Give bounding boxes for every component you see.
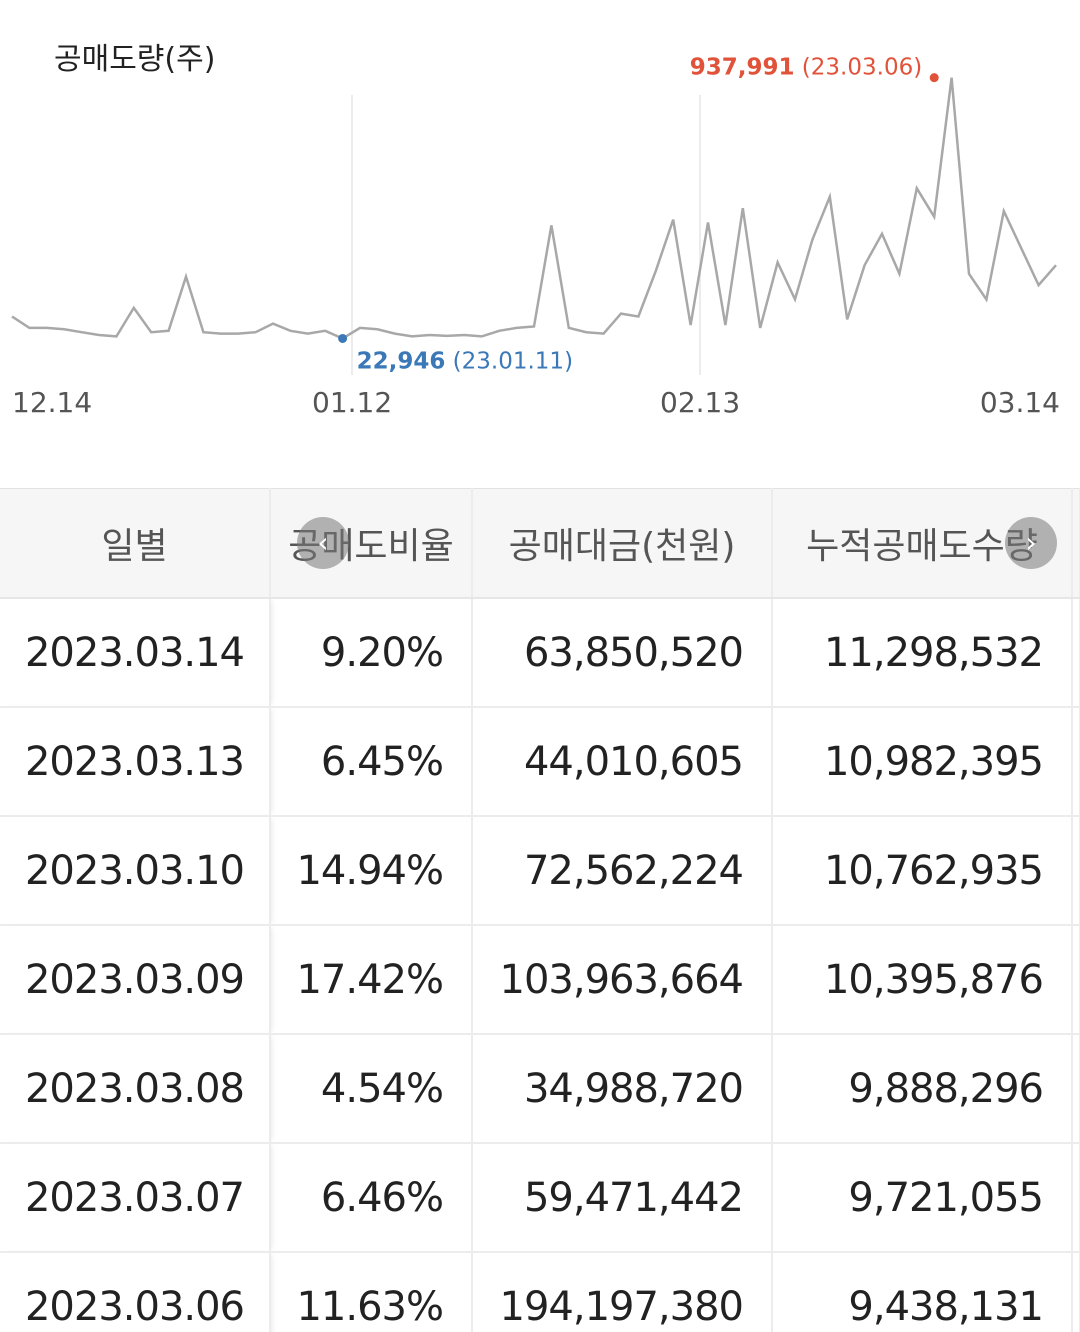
short-sale-table[interactable]: 일별 공매도비율 ‹ 공매대금(천원) 누적공매도수량 › 2023.03.14… <box>0 488 1080 1332</box>
header-overflow-cell <box>1072 488 1080 599</box>
max-point <box>929 73 939 83</box>
short-amount-cell: 194,197,380 <box>472 1252 773 1332</box>
overflow-cell <box>1072 707 1080 817</box>
cumulative-qty-cell: 9,888,296 <box>772 1034 1073 1144</box>
date-cell: 2023.03.07 <box>0 1143 271 1253</box>
header-cumulative-qty[interactable]: 누적공매도수량 › <box>772 488 1073 599</box>
header-short-ratio[interactable]: 공매도비율 ‹ <box>270 488 473 599</box>
chevron-left-icon[interactable]: ‹ <box>297 517 349 569</box>
min-point <box>338 333 348 343</box>
min-date: (23.01.11) <box>445 348 573 374</box>
cumulative-qty-cell: 10,395,876 <box>772 925 1073 1035</box>
cumulative-qty-cell: 10,762,935 <box>772 816 1073 926</box>
table-row[interactable]: 2023.03.14 9.20% 63,850,520 11,298,532 <box>0 598 1080 708</box>
date-cell: 2023.03.14 <box>0 598 271 708</box>
cumulative-qty-cell: 9,721,055 <box>772 1143 1073 1253</box>
short-ratio-cell: 9.20% <box>270 598 473 708</box>
date-cell: 2023.03.06 <box>0 1252 271 1332</box>
header-short-amount[interactable]: 공매대금(천원) <box>472 488 773 599</box>
overflow-cell <box>1072 925 1080 1035</box>
x-tick-label: 03.14 <box>980 386 1060 419</box>
date-cell: 2023.03.08 <box>0 1034 271 1144</box>
overflow-cell <box>1072 1143 1080 1253</box>
cumulative-qty-cell: 11,298,532 <box>772 598 1073 708</box>
short-ratio-cell: 6.46% <box>270 1143 473 1253</box>
short-ratio-cell: 6.45% <box>270 707 473 817</box>
series-line <box>11 77 1057 340</box>
chart-svg: 937,991 (23.03.06) 22,946 (23.01.11) 12.1… <box>11 55 1060 419</box>
overflow-cell <box>1072 1252 1080 1332</box>
chevron-right-icon[interactable]: › <box>1005 517 1057 569</box>
short-ratio-cell: 14.94% <box>270 816 473 926</box>
short-amount-cell: 44,010,605 <box>472 707 773 817</box>
date-cell: 2023.03.13 <box>0 707 271 817</box>
cumulative-qty-cell: 10,982,395 <box>772 707 1073 817</box>
max-value: 937,991 <box>690 55 795 81</box>
overflow-cell <box>1072 816 1080 926</box>
table-row[interactable]: 2023.03.07 6.46% 59,471,442 9,721,055 <box>0 1143 1080 1253</box>
table-row[interactable]: 2023.03.13 6.45% 44,010,605 10,982,395 <box>0 707 1080 817</box>
short-amount-cell: 59,471,442 <box>472 1143 773 1253</box>
x-tick-label: 12.14 <box>12 386 92 419</box>
overflow-cell <box>1072 1034 1080 1144</box>
short-amount-cell: 63,850,520 <box>472 598 773 708</box>
short-amount-cell: 34,988,720 <box>472 1034 773 1144</box>
table-row[interactable]: 2023.03.09 17.42% 103,963,664 10,395,876 <box>0 925 1080 1035</box>
table-row[interactable]: 2023.03.10 14.94% 72,562,224 10,762,935 <box>0 816 1080 926</box>
min-label: 22,946 (23.01.11) <box>357 348 573 374</box>
header-cumulative-qty-label: 누적공매도수량 <box>806 526 1038 567</box>
short-sale-chart: 공매도량(주) 937,991 (23.03.06) 22,946 (23.01.… <box>0 0 1080 440</box>
max-date: (23.03.06) <box>795 55 923 81</box>
date-cell: 2023.03.09 <box>0 925 271 1035</box>
table-header-row: 일별 공매도비율 ‹ 공매대금(천원) 누적공매도수량 › <box>0 488 1080 599</box>
date-cell: 2023.03.10 <box>0 816 271 926</box>
header-date[interactable]: 일별 <box>0 488 271 599</box>
short-ratio-cell: 11.63% <box>270 1252 473 1332</box>
short-ratio-cell: 17.42% <box>270 925 473 1035</box>
short-amount-cell: 72,562,224 <box>472 816 773 926</box>
table-row[interactable]: 2023.03.06 11.63% 194,197,380 9,438,131 <box>0 1252 1080 1332</box>
min-value: 22,946 <box>357 348 446 374</box>
overflow-cell <box>1072 598 1080 708</box>
short-amount-cell: 103,963,664 <box>472 925 773 1035</box>
max-label: 937,991 (23.03.06) <box>690 55 922 81</box>
x-tick-label: 02.13 <box>660 386 740 419</box>
short-ratio-cell: 4.54% <box>270 1034 473 1144</box>
chart-title: 공매도량(주) <box>54 42 216 77</box>
table-row[interactable]: 2023.03.08 4.54% 34,988,720 9,888,296 <box>0 1034 1080 1144</box>
x-tick-label: 01.12 <box>312 386 392 419</box>
cumulative-qty-cell: 9,438,131 <box>772 1252 1073 1332</box>
